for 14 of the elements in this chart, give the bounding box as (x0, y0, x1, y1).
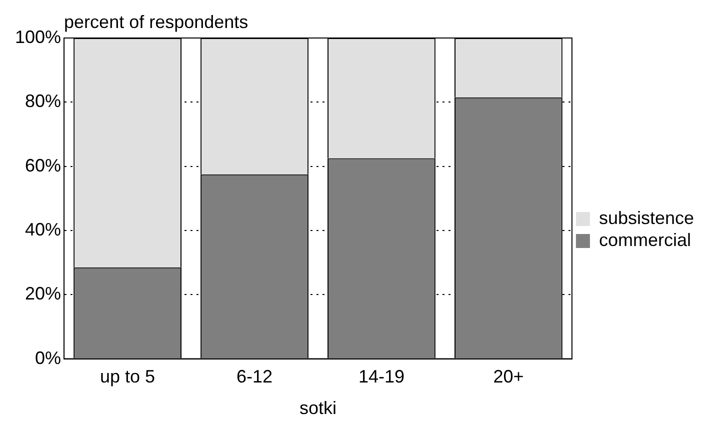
x-tick-label: up to 5 (100, 366, 156, 387)
y-tick-label: 40% (25, 219, 62, 240)
y-tick-label: 20% (25, 284, 62, 304)
legend-label: subsistence (598, 208, 694, 228)
y-tick-label: 80% (25, 91, 62, 112)
y-axis-title: percent of respondents (64, 12, 248, 32)
y-tick-label: 0% (35, 348, 62, 368)
x-tick-label: 6-12 (236, 366, 273, 387)
legend-label: commercial (598, 230, 691, 250)
x-axis-title: sotki (299, 398, 336, 418)
y-tick-label: 60% (25, 155, 62, 176)
x-tick-label: 14-19 (358, 366, 405, 387)
y-tick-label: 100% (14, 26, 62, 47)
x-tick-label: 20+ (493, 366, 524, 387)
